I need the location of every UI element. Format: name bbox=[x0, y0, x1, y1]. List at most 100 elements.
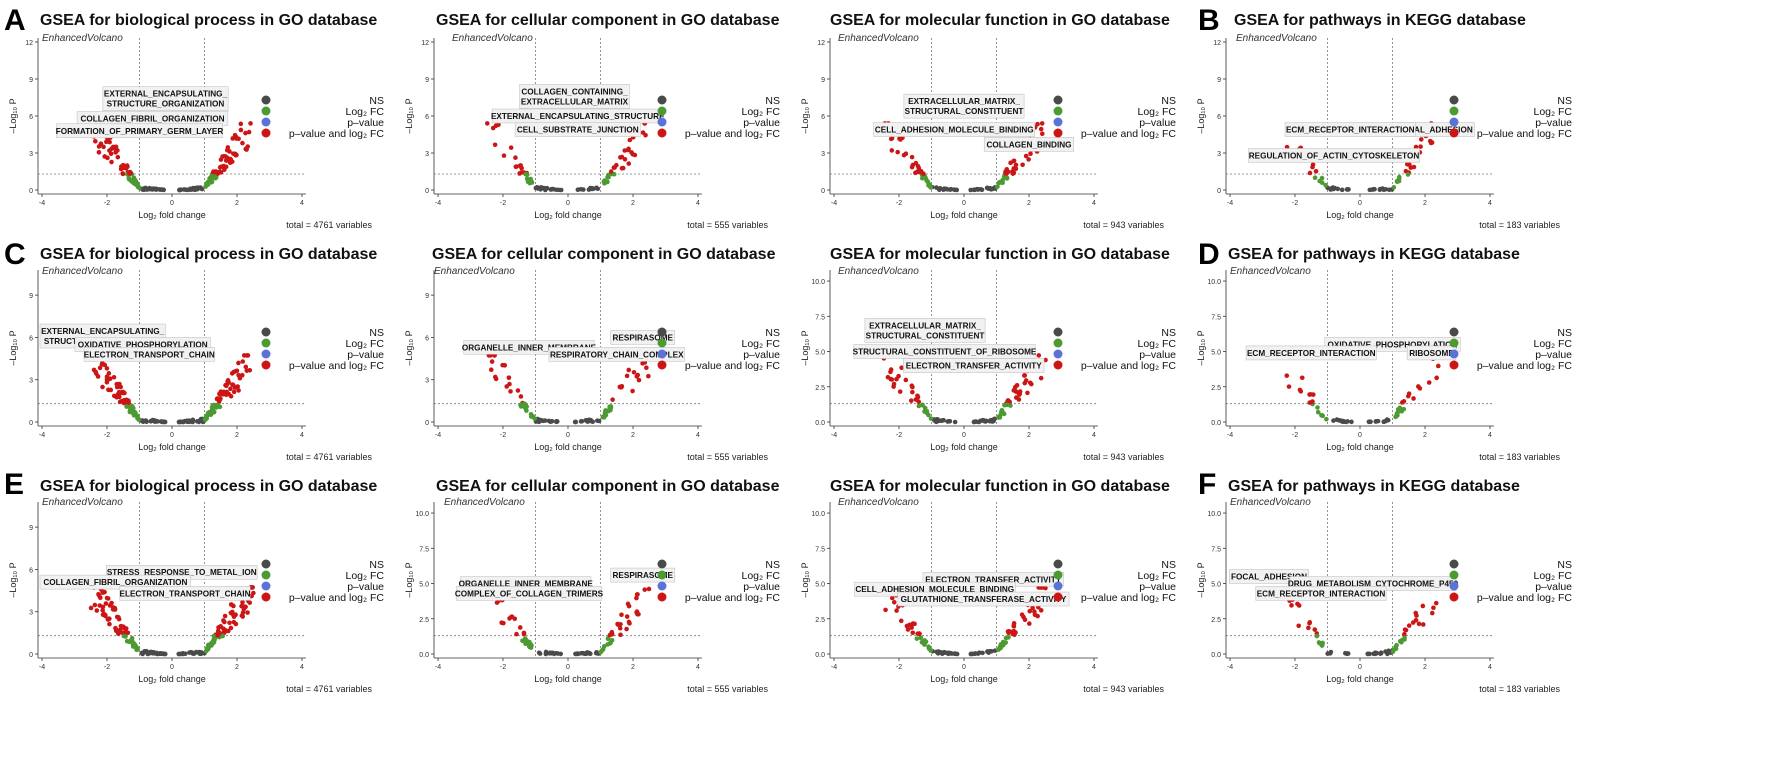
point-significant bbox=[105, 617, 111, 622]
point-log2fc bbox=[1320, 640, 1325, 646]
legend-log2fc-label: Log₂ FC bbox=[345, 106, 384, 118]
point-significant bbox=[104, 366, 110, 371]
point-significant bbox=[624, 626, 629, 632]
point-significant bbox=[1022, 373, 1028, 378]
y-axis-label: –Log₁₀ P bbox=[1196, 562, 1206, 597]
legend-ns-label: NS bbox=[369, 95, 384, 107]
legend-pvalue-and-log2fc-label: p–value and log₂ FC bbox=[685, 128, 781, 140]
y-tick-label: 0 bbox=[425, 420, 429, 427]
chart-title: GSEA for pathways in KEGG database bbox=[1228, 246, 1520, 263]
point-significant bbox=[1043, 585, 1048, 591]
point-significant bbox=[1010, 169, 1015, 174]
y-axis-label: –Log₁₀ P bbox=[404, 562, 414, 597]
point-significant bbox=[236, 372, 241, 378]
point-ns bbox=[1374, 650, 1379, 656]
point-ns bbox=[934, 185, 939, 190]
x-axis-label: Log₂ fold change bbox=[930, 674, 998, 684]
point-significant bbox=[245, 353, 251, 358]
point-significant bbox=[909, 154, 915, 160]
point-significant bbox=[243, 364, 249, 370]
gene-set-label: OXIDATIVE_PHOSPHORYLATION bbox=[1328, 340, 1458, 349]
point-ns bbox=[533, 185, 539, 191]
total-variables-caption: total = 555 variables bbox=[687, 684, 768, 694]
gene-set-label: CELL_ADHESION_MOLECULE_BINDING bbox=[875, 126, 1034, 135]
legend-pvalue-and-log2fc-label: p–value and log₂ FC bbox=[289, 128, 385, 140]
y-tick-label: 7.5 bbox=[1211, 546, 1221, 553]
point-log2fc bbox=[211, 409, 217, 415]
point-significant bbox=[504, 384, 510, 389]
point-significant bbox=[901, 152, 907, 158]
y-tick-label: 9 bbox=[425, 293, 429, 300]
point-ns bbox=[574, 651, 580, 657]
point-significant bbox=[1312, 627, 1318, 632]
legend-log2fc-swatch bbox=[1449, 338, 1459, 348]
point-log2fc bbox=[999, 409, 1004, 415]
y-tick-label: 0 bbox=[29, 188, 33, 195]
point-significant bbox=[910, 621, 916, 626]
legend-log2fc-swatch bbox=[1053, 106, 1063, 116]
point-significant bbox=[640, 130, 646, 135]
gene-set-label: RESPIRATORY_CHAIN_COMPLEX bbox=[550, 350, 684, 359]
y-axis-label: –Log₁₀ P bbox=[800, 562, 810, 597]
point-log2fc bbox=[1390, 649, 1396, 654]
point-significant bbox=[631, 369, 637, 375]
point-significant bbox=[103, 601, 109, 606]
gene-set-label: FOCAL_ADHESION bbox=[1231, 572, 1307, 581]
panel-letter-b: B bbox=[1198, 4, 1220, 37]
y-tick-label: 0 bbox=[29, 652, 33, 659]
chart-subtitle: EnhancedVolcano bbox=[1230, 497, 1311, 508]
point-ns bbox=[538, 187, 543, 192]
panel-letter-a: A bbox=[4, 4, 26, 37]
x-tick-label: -4 bbox=[831, 432, 837, 439]
gene-set-label-box bbox=[83, 347, 215, 362]
point-significant bbox=[115, 154, 121, 160]
point-significant bbox=[1295, 601, 1300, 607]
point-log2fc bbox=[922, 174, 928, 180]
point-significant bbox=[1307, 170, 1313, 176]
point-ns bbox=[1337, 418, 1342, 423]
point-significant bbox=[102, 362, 108, 368]
point-significant bbox=[100, 607, 105, 613]
legend-pvalue-label: p–value bbox=[347, 117, 384, 129]
legend-ns-label: NS bbox=[765, 327, 780, 339]
gene-set-label: ORGANELLE_INNER_MEMBRANE bbox=[459, 580, 594, 589]
point-significant bbox=[227, 149, 232, 154]
point-significant bbox=[107, 139, 112, 145]
point-significant bbox=[642, 587, 648, 592]
x-tick-label: -4 bbox=[831, 664, 837, 671]
point-log2fc bbox=[524, 640, 530, 646]
gene-set-label: COMPLEX_OF_COLLAGEN_TRIMERS bbox=[455, 589, 604, 598]
gene-set-label-box bbox=[1248, 148, 1420, 163]
y-tick-label: 6 bbox=[29, 335, 33, 342]
point-log2fc bbox=[997, 180, 1003, 185]
volcano-plot: 0 3 6 9 -4 -2 0 2 4 Log₂ fold change –Log₁₀ P total… bbox=[8, 502, 384, 694]
x-tick-label: 0 bbox=[566, 200, 570, 207]
volcano-plot: 0 3 6 9 12 -4 -2 0 2 4 Log₂ fold change –Log₁₀ P tot… bbox=[800, 38, 1176, 230]
volcano-points bbox=[1287, 597, 1439, 657]
point-log2fc bbox=[220, 633, 225, 639]
point-significant bbox=[518, 394, 524, 399]
point-significant bbox=[519, 170, 524, 175]
point-significant bbox=[634, 595, 639, 601]
y-tick-label: 2.5 bbox=[815, 617, 825, 624]
x-axis-label: Log₂ fold change bbox=[1326, 210, 1394, 220]
point-significant bbox=[626, 367, 632, 373]
point-significant bbox=[899, 365, 904, 371]
point-significant bbox=[233, 612, 238, 618]
x-tick-label: -2 bbox=[104, 200, 110, 207]
point-significant bbox=[107, 621, 112, 627]
point-log2fc bbox=[994, 184, 1000, 190]
legend-log2fc-label: Log₂ FC bbox=[1533, 338, 1572, 350]
point-significant bbox=[617, 625, 623, 631]
point-significant bbox=[114, 614, 120, 620]
point-ns bbox=[1339, 187, 1345, 193]
point-significant bbox=[107, 376, 113, 382]
point-significant bbox=[1420, 622, 1426, 627]
legend-ns-label: NS bbox=[1161, 95, 1176, 107]
legend-log2fc-label: Log₂ FC bbox=[345, 338, 384, 350]
legend-ns-label: NS bbox=[1161, 559, 1176, 571]
gene-set-label: STRUCTURAL_CONSTITUENT bbox=[905, 107, 1024, 116]
point-significant bbox=[889, 377, 895, 382]
point-log2fc bbox=[528, 411, 534, 417]
